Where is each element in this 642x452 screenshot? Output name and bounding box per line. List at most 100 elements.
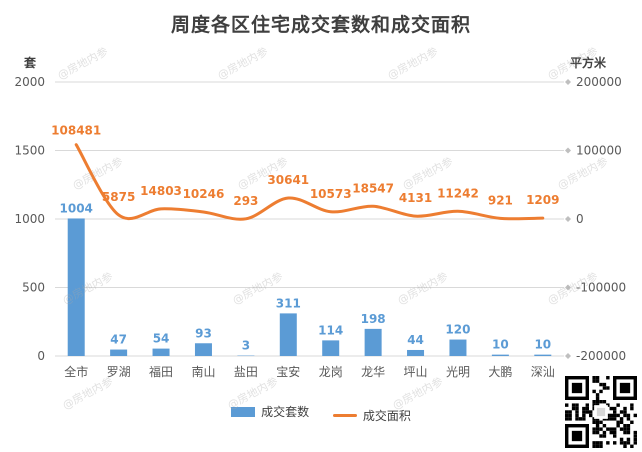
qr-module: [602, 382, 607, 387]
bar-data-label: 54: [153, 332, 170, 346]
left-tick-label: 1000: [14, 212, 45, 226]
qr-module: [616, 424, 620, 428]
legend-item-bar: 成交套数: [231, 403, 309, 420]
qr-module: [599, 441, 603, 445]
line-data-label: 14803: [140, 184, 182, 198]
line-data-label: 4131: [399, 191, 432, 205]
qr-module: [606, 441, 610, 445]
bar: [491, 354, 509, 356]
qr-module: [602, 417, 607, 421]
bar: [407, 349, 425, 356]
qr-module: [626, 430, 631, 435]
left-axis-unit: 套: [24, 56, 37, 70]
qr-module: [599, 427, 603, 431]
qr-module: [633, 441, 637, 445]
legend-swatch-line: [332, 413, 357, 417]
qr-module: [582, 410, 586, 414]
qr-module: [613, 406, 617, 411]
qr-module: [602, 400, 607, 404]
qr-module: [595, 400, 600, 404]
right-tick-marker: [565, 353, 571, 359]
qr-module: [568, 413, 572, 418]
qr-module: [630, 406, 634, 411]
qr-module: [606, 403, 610, 407]
category-label: 光明: [446, 365, 470, 379]
qr-module: [585, 403, 589, 407]
qr-module: [613, 413, 617, 418]
category-label: 盐田: [234, 365, 258, 379]
line-data-label: 10246: [183, 187, 225, 201]
line-data-label: 30641: [267, 173, 309, 187]
qr-module: [595, 420, 600, 424]
qr-module: [616, 420, 620, 424]
qr-module: [619, 420, 624, 424]
qr-module: [585, 410, 589, 414]
qr-module: [602, 424, 607, 428]
qr-module: [602, 386, 607, 390]
qr-module: [606, 413, 610, 418]
bar-data-label: 3: [242, 339, 250, 353]
bar: [152, 348, 170, 356]
category-label: 南山: [191, 364, 215, 379]
right-tick-marker: [565, 147, 571, 154]
line-data-label: 108481: [51, 124, 101, 138]
qr-module: [616, 413, 620, 418]
qr-module: [571, 403, 576, 407]
bar: [279, 313, 297, 356]
qr-module: [599, 434, 603, 438]
qr-module: [633, 413, 637, 418]
qr-module: [602, 434, 607, 438]
qr-module: [623, 441, 627, 445]
qr-module: [595, 417, 600, 421]
right-tick-label: 100000: [576, 144, 622, 158]
qr-module: [633, 437, 637, 442]
qr-module: [613, 410, 617, 414]
line-data-label: 1209: [526, 193, 559, 207]
left-tick-label: 1500: [14, 144, 45, 158]
qr-module: [609, 417, 613, 421]
qr-module: [592, 420, 596, 424]
qr-module: [626, 427, 631, 431]
qr-module: [609, 427, 613, 431]
qr-module: [595, 441, 600, 445]
qr-module: [575, 406, 579, 411]
qr-module: [592, 389, 596, 394]
qr-module: [592, 441, 596, 445]
qr-module: [592, 444, 596, 448]
chart-title: 周度各区住宅成交套数和成交面积: [170, 14, 471, 36]
qr-module: [568, 410, 572, 414]
bar-data-label: 311: [276, 296, 301, 310]
qr-module: [582, 413, 586, 418]
qr-module: [592, 400, 596, 404]
category-label: 全市: [64, 364, 88, 379]
line-series-area: [74, 143, 545, 221]
qr-module: [619, 417, 624, 421]
qr-module: [626, 413, 631, 418]
qr-module: [602, 430, 607, 435]
bar: [364, 328, 382, 356]
line-data-label: 921: [488, 193, 513, 207]
bar: [194, 343, 212, 356]
qr-module: [613, 434, 617, 438]
right-tick-label: -100000: [576, 281, 626, 295]
qr-module: [592, 379, 596, 383]
qr-module: [589, 410, 593, 414]
qr-module: [565, 410, 569, 414]
bar-data-label: 44: [407, 333, 424, 347]
line-data-label: 18547: [352, 181, 394, 195]
qr-module: [592, 376, 596, 380]
qr-module: [626, 441, 631, 445]
legend-swatch-bar: [231, 406, 256, 417]
qr-module: [613, 427, 617, 431]
category-label: 福田: [149, 364, 173, 379]
category-label: 罗湖: [107, 364, 131, 379]
qr-module: [630, 444, 634, 448]
qr-module: [565, 403, 569, 407]
qr-module: [575, 413, 579, 418]
category-label: 龙华: [361, 365, 385, 379]
qr-module: [599, 382, 603, 387]
qr-module: [623, 427, 627, 431]
qr-module: [606, 427, 610, 431]
qr-module: [623, 430, 627, 435]
qr-module: [565, 417, 569, 421]
